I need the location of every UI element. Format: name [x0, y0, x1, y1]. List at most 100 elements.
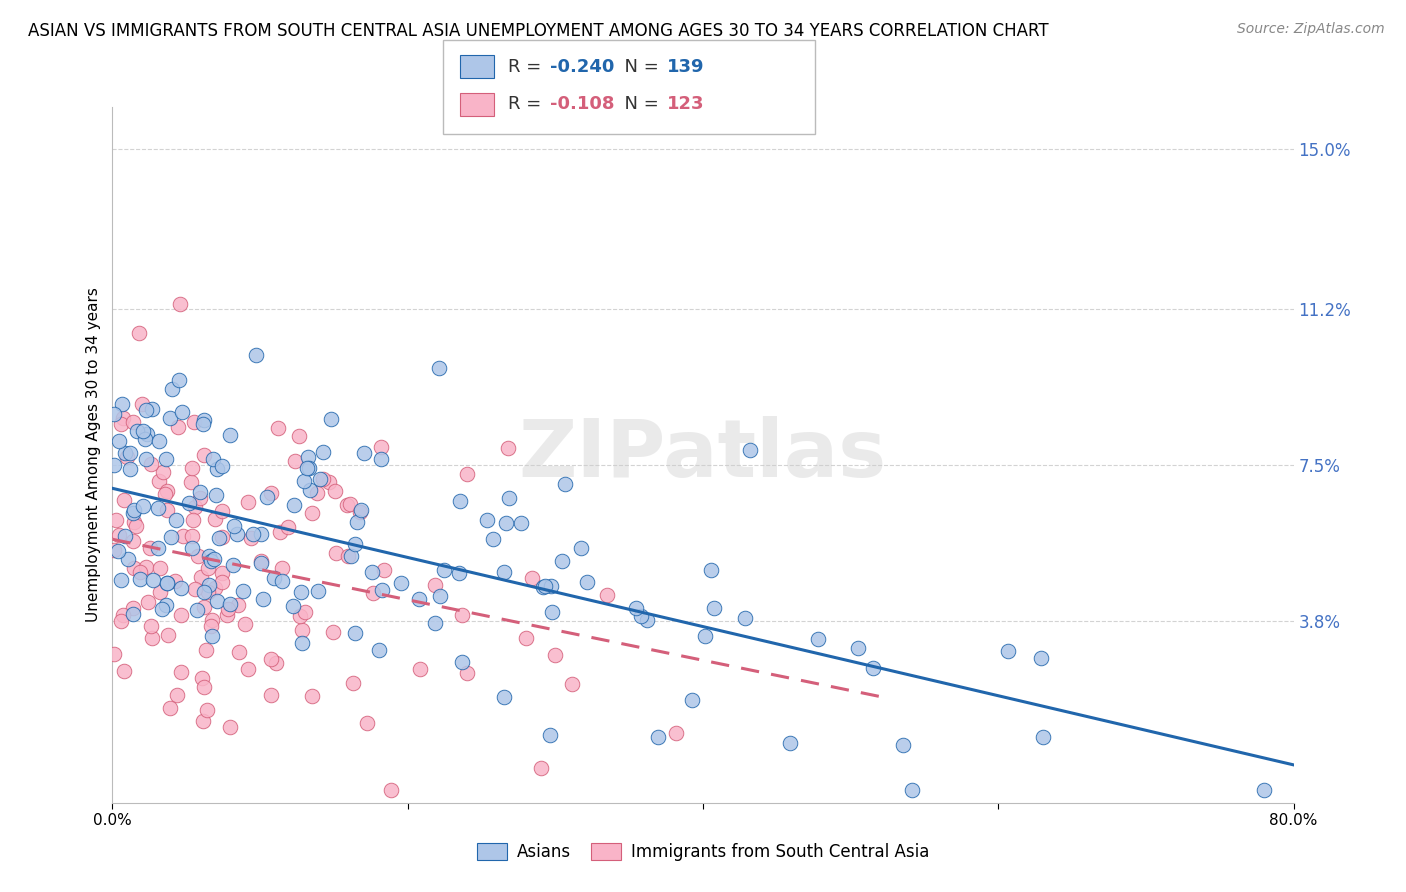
Point	[198, 549, 221, 563]
Point	[294, 606, 316, 620]
Point	[550, 554, 572, 568]
Point	[510, 516, 533, 531]
Point	[997, 643, 1019, 657]
Point	[200, 554, 222, 568]
Point	[356, 715, 378, 730]
Point	[218, 427, 240, 442]
Point	[103, 408, 125, 422]
Point	[204, 512, 226, 526]
Point	[156, 575, 179, 590]
Point	[239, 531, 262, 545]
Point	[129, 565, 152, 579]
Point	[160, 382, 183, 396]
Point	[193, 599, 215, 614]
Point	[408, 591, 430, 606]
Point	[172, 529, 194, 543]
Point	[451, 608, 474, 623]
Point	[522, 571, 544, 585]
Point	[118, 446, 141, 460]
Point	[267, 420, 290, 434]
Point	[187, 549, 209, 564]
Point	[340, 549, 363, 564]
Point	[540, 605, 562, 619]
Text: ZIPatlas: ZIPatlas	[519, 416, 887, 494]
Point	[891, 738, 914, 752]
Point	[350, 503, 373, 517]
Point	[197, 561, 219, 575]
Point	[195, 703, 218, 717]
Point	[150, 602, 173, 616]
Point	[188, 491, 211, 505]
Point	[288, 609, 311, 624]
Point	[259, 688, 281, 702]
Point	[103, 647, 125, 661]
Point	[226, 527, 249, 541]
Point	[208, 531, 231, 545]
Point	[342, 676, 364, 690]
Point	[122, 506, 145, 520]
Point	[135, 452, 157, 467]
Point	[312, 472, 335, 486]
Point	[103, 458, 125, 472]
Point	[105, 513, 128, 527]
Point	[325, 547, 347, 561]
Text: -0.240: -0.240	[550, 58, 614, 76]
Point	[110, 614, 132, 628]
Point	[271, 574, 294, 589]
Point	[233, 616, 256, 631]
Point	[256, 490, 278, 504]
Point	[576, 574, 599, 589]
Point	[301, 507, 323, 521]
Point	[180, 475, 202, 490]
Point	[219, 597, 242, 611]
Point	[344, 626, 367, 640]
Point	[211, 566, 233, 581]
Point	[427, 361, 450, 376]
Point	[681, 693, 703, 707]
Point	[554, 477, 576, 491]
Point	[571, 541, 593, 555]
Point	[139, 457, 162, 471]
Point	[193, 417, 215, 432]
Point	[232, 583, 254, 598]
Point	[370, 451, 392, 466]
Point	[125, 519, 148, 533]
Point	[201, 451, 224, 466]
Point	[449, 566, 471, 580]
Point	[346, 515, 368, 529]
Point	[181, 513, 204, 527]
Point	[423, 615, 446, 630]
Point	[242, 527, 264, 541]
Point	[122, 607, 145, 622]
Point	[166, 419, 188, 434]
Point	[249, 526, 271, 541]
Point	[134, 432, 156, 446]
Point	[221, 558, 243, 573]
Point	[217, 602, 239, 616]
Point	[370, 440, 392, 454]
Point	[361, 586, 384, 600]
Point	[122, 516, 145, 530]
Point	[292, 474, 315, 488]
Point	[626, 601, 648, 615]
Point	[193, 448, 215, 462]
Point	[159, 701, 181, 715]
Point	[190, 671, 212, 685]
Point	[740, 442, 762, 457]
Point	[115, 450, 138, 464]
Point	[205, 487, 228, 501]
Point	[318, 475, 340, 489]
Point	[380, 783, 402, 797]
Point	[111, 411, 134, 425]
Point	[538, 728, 561, 742]
Point	[205, 593, 228, 607]
Point	[456, 467, 478, 482]
Point	[456, 666, 478, 681]
Point	[149, 561, 172, 575]
Point	[193, 714, 215, 728]
Point	[107, 528, 129, 542]
Point	[389, 576, 412, 591]
Point	[862, 661, 884, 675]
Point	[429, 589, 451, 603]
Point	[170, 665, 193, 680]
